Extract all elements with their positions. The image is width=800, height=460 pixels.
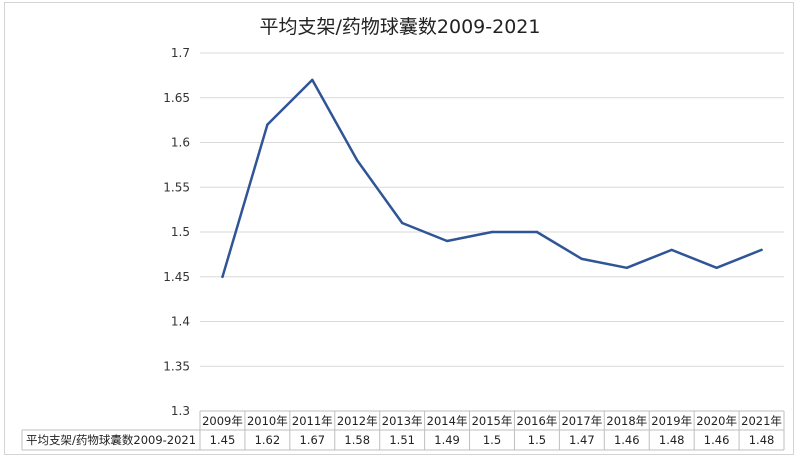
y-tick-label: 1.35	[163, 359, 190, 373]
x-category-label: 2009年	[202, 414, 243, 428]
table-series-name: 平均支架/药物球囊数2009-2021	[26, 433, 196, 447]
y-tick-label: 1.6	[171, 136, 190, 150]
y-tick-label: 1.45	[163, 270, 190, 284]
x-category-label: 2010年	[247, 414, 288, 428]
x-category-label: 2016年	[517, 414, 558, 428]
y-tick-label: 1.65	[163, 91, 190, 105]
x-category-label: 2011年	[292, 414, 333, 428]
x-category-label: 2014年	[427, 414, 468, 428]
table-value-cell: 1.67	[300, 433, 326, 447]
y-tick-label: 1.4	[171, 315, 190, 329]
table-value-cell: 1.5	[483, 433, 501, 447]
table-value-cell: 1.46	[704, 433, 730, 447]
series-line	[221, 78, 763, 279]
table-value-cell: 1.62	[255, 433, 281, 447]
x-category-label: 2018年	[606, 414, 647, 428]
table-value-cell: 1.45	[210, 433, 236, 447]
y-tick-label: 1.55	[163, 180, 190, 194]
y-tick-label: 1.5	[171, 225, 190, 239]
data-point	[445, 239, 449, 243]
data-point	[625, 266, 628, 269]
data-point	[580, 257, 584, 261]
x-category-label: 2020年	[696, 414, 737, 428]
data-point	[400, 221, 404, 225]
chart-frame	[4, 2, 794, 455]
table-value-cell: 1.46	[614, 433, 640, 447]
x-category-label: 2013年	[382, 414, 423, 428]
x-category-label: 2019年	[651, 414, 692, 428]
x-category-label: 2017年	[561, 414, 602, 428]
table-value-cell: 1.48	[749, 433, 775, 447]
x-category-label: 2021年	[741, 414, 782, 428]
data-point	[715, 266, 718, 269]
x-category-label: 2012年	[337, 414, 378, 428]
table-value-cell: 1.51	[389, 433, 415, 447]
data-point	[311, 78, 314, 82]
table-value-cell: 1.58	[344, 433, 370, 447]
y-tick-label: 1.7	[171, 46, 190, 60]
y-tick-label: 1.3	[171, 404, 190, 418]
chart-title: 平均支架/药物球囊数2009-2021	[259, 16, 541, 38]
table-value-cell: 1.47	[569, 433, 595, 447]
data-point	[670, 248, 673, 252]
table-value-cell: 1.5	[528, 433, 546, 447]
data-point	[266, 123, 269, 126]
x-category-label: 2015年	[472, 414, 513, 428]
table-value-cell: 1.48	[659, 433, 685, 447]
data-point	[535, 230, 539, 234]
table-value-cell: 1.49	[434, 433, 460, 447]
data-point	[356, 159, 359, 162]
data-point	[490, 230, 494, 234]
data-point	[760, 248, 763, 252]
data-point	[221, 275, 224, 278]
